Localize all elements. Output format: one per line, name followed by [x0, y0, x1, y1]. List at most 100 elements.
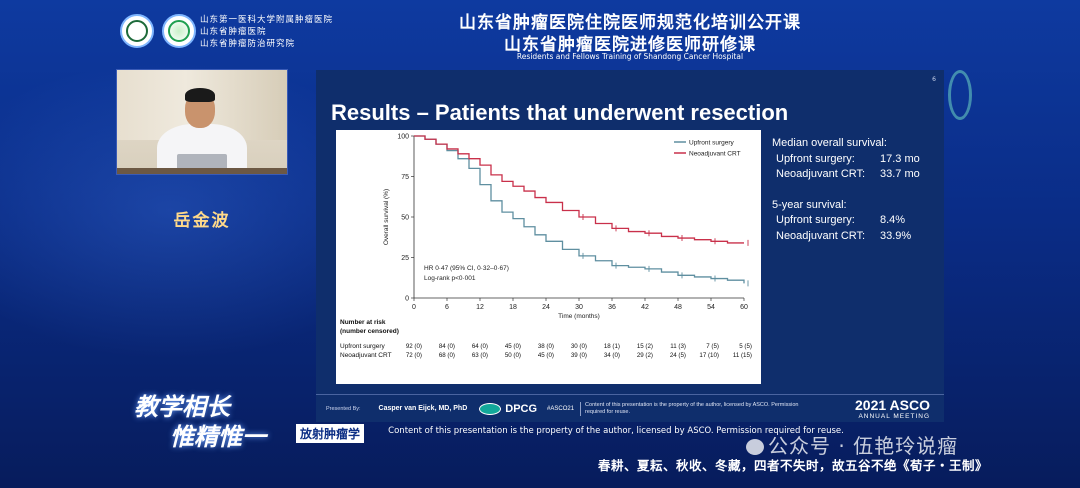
risk-row-label: Upfront surgery — [340, 343, 386, 350]
risk-cell: 29 (2) — [637, 352, 653, 359]
x-tick-label: 60 — [740, 304, 748, 311]
institution-names: 山东第一医科大学附属肿瘤医院 山东省肿瘤医院 山东省肿瘤防治研究院 — [200, 14, 333, 50]
y-tick-label: 25 — [401, 255, 409, 262]
x-tick-label: 42 — [641, 304, 649, 311]
asco-brand: 2021 ASCO ANNUAL MEETING — [855, 397, 930, 420]
risk-cell: 18 (1) — [604, 343, 620, 350]
km-plot-panel: 0 25 50 75 100 0 6 12 18 24 30 36 42 48 54 60 Time (mont… — [336, 130, 761, 384]
x-tick-label: 24 — [542, 304, 550, 311]
stat-row: Upfront surgery: 8.4% — [772, 213, 920, 229]
stat-label: Upfront surgery: — [776, 152, 855, 165]
stat-annotation: Log-rank p<0·001 — [424, 275, 476, 282]
presentation-slide: 6 Results – Patients that underwent rese… — [316, 70, 944, 422]
y-axis-label: Overall survival (%) — [383, 189, 390, 245]
x-tick-label: 0 — [412, 304, 416, 311]
risk-cell: 17 (10) — [699, 352, 719, 359]
x-tick-label: 12 — [476, 304, 484, 311]
course-subtitle: 山东省肿瘤医院进修医师研修课 — [504, 35, 756, 55]
stat-label: Neoadjuvant CRT: — [776, 229, 866, 242]
km-survival-chart: 0 25 50 75 100 0 6 12 18 24 30 36 42 48 54 60 Time (mont… — [340, 134, 752, 360]
risk-cell: 24 (5) — [670, 352, 686, 359]
x-axis-label: Time (months) — [558, 313, 600, 320]
y-tick-label: 0 — [405, 296, 409, 303]
x-tick-label: 6 — [445, 304, 449, 311]
presenter-name: Casper van Eijck, MD, PhD — [378, 405, 468, 412]
slide-number: 6 — [932, 76, 936, 83]
stat-label: Upfront surgery: — [776, 214, 855, 226]
watermark-text: 公众号 · 伍艳玲说瘤 — [768, 434, 959, 458]
stat-value: 33.9% — [880, 229, 912, 242]
dpcg-logo: DPCG — [479, 402, 538, 415]
risk-cell: 92 (0) — [406, 343, 422, 350]
x-tick-label: 18 — [509, 304, 517, 311]
presented-by-label: Presented By: — [326, 405, 361, 412]
slogan-line: 惟精惟一 — [170, 422, 266, 451]
risk-cell: 5 (5) — [739, 343, 752, 350]
university-logo-icon — [120, 14, 154, 48]
risk-table-title: Number at risk — [340, 319, 386, 326]
slide-footer: Presented By: Casper van Eijck, MD, PhD … — [316, 394, 944, 422]
calligraphy-slogan: 教学相长 惟精惟一 — [134, 392, 266, 452]
x-tick-label: 54 — [707, 304, 715, 311]
risk-cell: 30 (0) — [571, 343, 587, 350]
risk-cell: 7 (5) — [706, 343, 719, 350]
asco-meeting: ANNUAL MEETING — [858, 413, 930, 420]
risk-cell: 45 (0) — [538, 352, 554, 359]
institution-name: 山东第一医科大学附属肿瘤医院 — [200, 15, 334, 25]
asco-year: 2021 — [855, 397, 887, 413]
x-tick-label: 48 — [674, 304, 682, 311]
asco-name: ASCO — [889, 397, 930, 413]
stat-row: Neoadjuvant CRT: 33.9% — [772, 229, 920, 245]
median-os-heading: Median overall survival: — [772, 137, 887, 149]
stat-value: 33.7 mo — [880, 168, 920, 180]
stat-row: Neoadjuvant CRT: 33.7 mo — [772, 167, 920, 183]
y-tick-label: 100 — [397, 134, 409, 141]
risk-cell: 72 (0) — [406, 352, 422, 359]
risk-cell: 84 (0) — [439, 343, 455, 350]
content-note: Content of this presentation is the prop… — [388, 426, 844, 436]
legend-label: Upfront surgery — [689, 140, 735, 147]
risk-row-label: Neoadjuvant CRT — [340, 352, 392, 359]
institution-logos — [120, 14, 196, 48]
course-title: 山东省肿瘤医院住院医师规范化培训公开课 — [459, 13, 801, 33]
decor-ring-icon — [948, 70, 972, 120]
hashtag: #ASCO21 — [547, 405, 575, 412]
risk-cell: 64 (0) — [472, 343, 488, 350]
course-english-title: Residents and Fellows Training of Shando… — [516, 52, 744, 61]
risk-cell: 50 (0) — [505, 352, 521, 359]
risk-cell: 39 (0) — [571, 352, 587, 359]
risk-cell: 11 (3) — [670, 343, 686, 350]
risk-cell: 34 (0) — [604, 352, 620, 359]
stat-row: Upfront surgery: 17.3 mo — [772, 152, 920, 168]
stat-value: 8.4% — [880, 214, 906, 226]
speaker-video — [116, 69, 288, 175]
institution-name: 山东省肿瘤医院 — [200, 27, 267, 37]
rights-notice: Content of this presentation is the prop… — [580, 401, 810, 416]
hospital-logo-icon — [162, 14, 196, 48]
legend-label: Neoadjuvant CRT — [689, 151, 741, 158]
risk-cell: 68 (0) — [439, 352, 455, 359]
watermark: 公众号 · 伍艳玲说瘤 — [746, 430, 958, 459]
dpcg-text: DPCG — [505, 402, 538, 415]
y-tick-label: 50 — [401, 215, 409, 222]
department-label: 放射肿瘤学 — [296, 424, 365, 443]
x-tick-label: 36 — [608, 304, 616, 311]
five-year-heading: 5-year survival: — [772, 198, 847, 211]
slide-title: Results – Patients that underwent resect… — [331, 100, 789, 125]
stat-annotation: HR 0·47 (95% CI, 0·32–0·67) — [424, 265, 509, 272]
km-curve-neoadjuvant-crt — [414, 135, 744, 244]
risk-table-subtitle: (number censored) — [340, 328, 399, 335]
subtitle-caption: 春耕、夏耘、秋收、冬藏，四者不失时，故五谷不绝《荀子・王制》 — [598, 458, 989, 473]
dpcg-logo-icon — [479, 402, 502, 415]
risk-cell: 45 (0) — [505, 343, 521, 350]
institution-name: 山东省肿瘤防治研究院 — [200, 39, 296, 49]
km-curve-upfront-surgery — [414, 135, 745, 284]
risk-cell: 63 (0) — [472, 352, 488, 359]
stat-value: 17.3 mo — [880, 152, 920, 165]
risk-cell: 11 (15) — [733, 352, 752, 359]
x-tick-label: 30 — [575, 304, 583, 311]
risk-cell: 38 (0) — [538, 343, 554, 350]
slogan-line: 教学相长 — [134, 392, 230, 421]
y-tick-label: 75 — [401, 174, 409, 181]
